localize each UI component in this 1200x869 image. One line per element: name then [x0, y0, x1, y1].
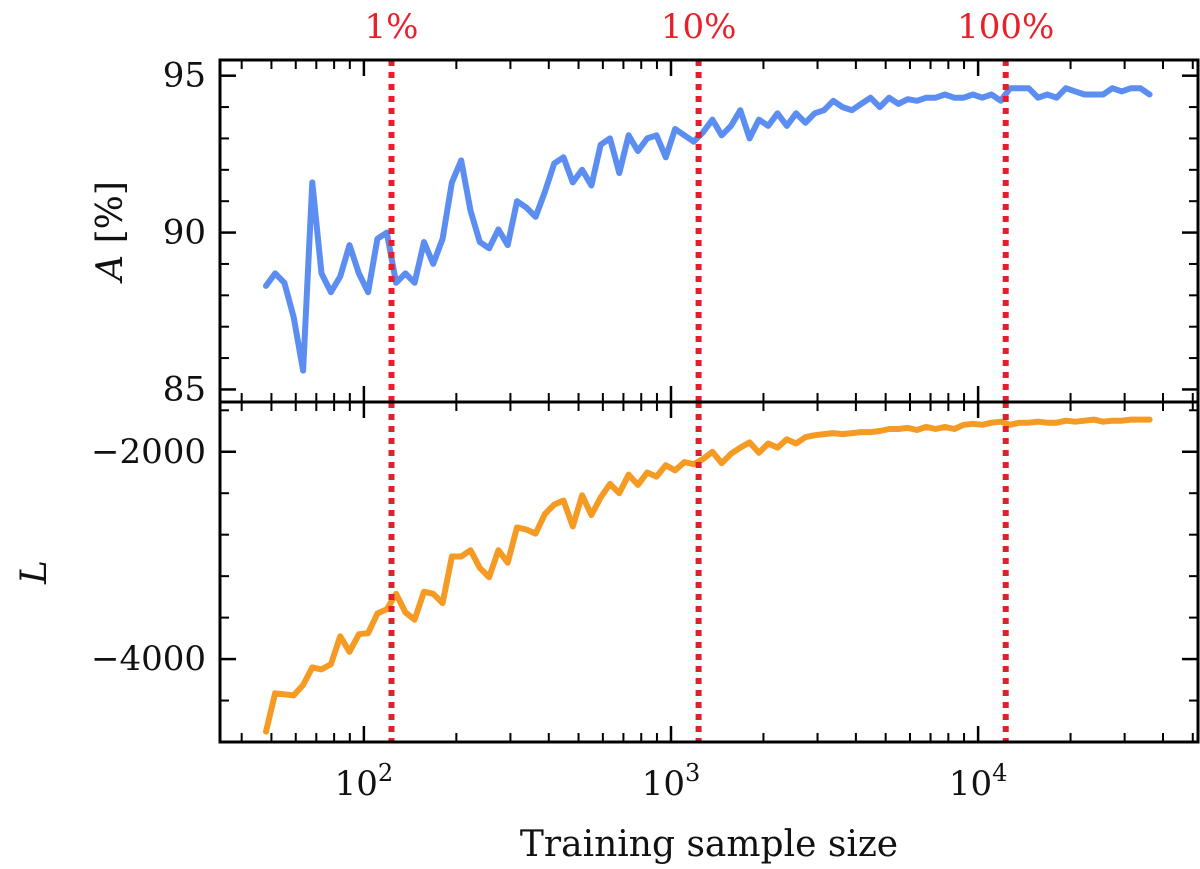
accuracy-panel: 85 90 95 A [%] — [90, 56, 1200, 409]
accuracy-ytick-label: 90 — [163, 213, 206, 253]
accuracy-series-layer — [263, 85, 1153, 374]
percent-label-layer: 1% 10% 100% — [365, 7, 1055, 47]
accuracy-ylabel-unit: [%] — [90, 181, 131, 255]
accuracy-plot-frame — [218, 58, 1200, 404]
x-tick-label-2: 104 — [949, 759, 1008, 804]
loss-y-axis-title: L — [14, 560, 55, 585]
loss-line — [263, 416, 1153, 735]
loss-ytick-label: −4000 — [91, 639, 206, 679]
accuracy-y-axis-title: A [%] — [90, 181, 131, 284]
loss-ytick-layer: −2000 −4000 — [91, 409, 1198, 743]
loss-ylabel-symbol: L — [14, 560, 55, 585]
accuracy-ylabel-symbol: A — [90, 255, 131, 284]
accuracy-ytick-label: 85 — [163, 369, 206, 409]
x-axis-title: Training sample size — [520, 824, 898, 865]
loss-ytick-label: −2000 — [91, 432, 206, 472]
x-tick-label-layer: 102 103 104 — [335, 759, 1008, 804]
accuracy-ytick-layer: 85 90 95 — [163, 56, 1198, 409]
accuracy-ytick-label: 95 — [163, 56, 206, 96]
svg-text:A [%]: A [%] — [90, 181, 131, 284]
percent-label-2: 100% — [957, 7, 1054, 47]
percent-label-1: 10% — [661, 7, 737, 47]
percent-label-0: 1% — [365, 7, 419, 47]
x-tick-label-1: 103 — [642, 759, 701, 804]
loss-series-layer — [263, 416, 1153, 735]
loss-plot-frame — [218, 400, 1200, 744]
loss-panel: −2000 −4000 L — [14, 400, 1200, 744]
loss-vline-layer — [388, 402, 1009, 742]
svg-text:L: L — [14, 560, 55, 585]
accuracy-line — [263, 85, 1153, 374]
x-tick-label-0: 102 — [335, 759, 394, 804]
accuracy-vline-layer — [388, 60, 1009, 402]
